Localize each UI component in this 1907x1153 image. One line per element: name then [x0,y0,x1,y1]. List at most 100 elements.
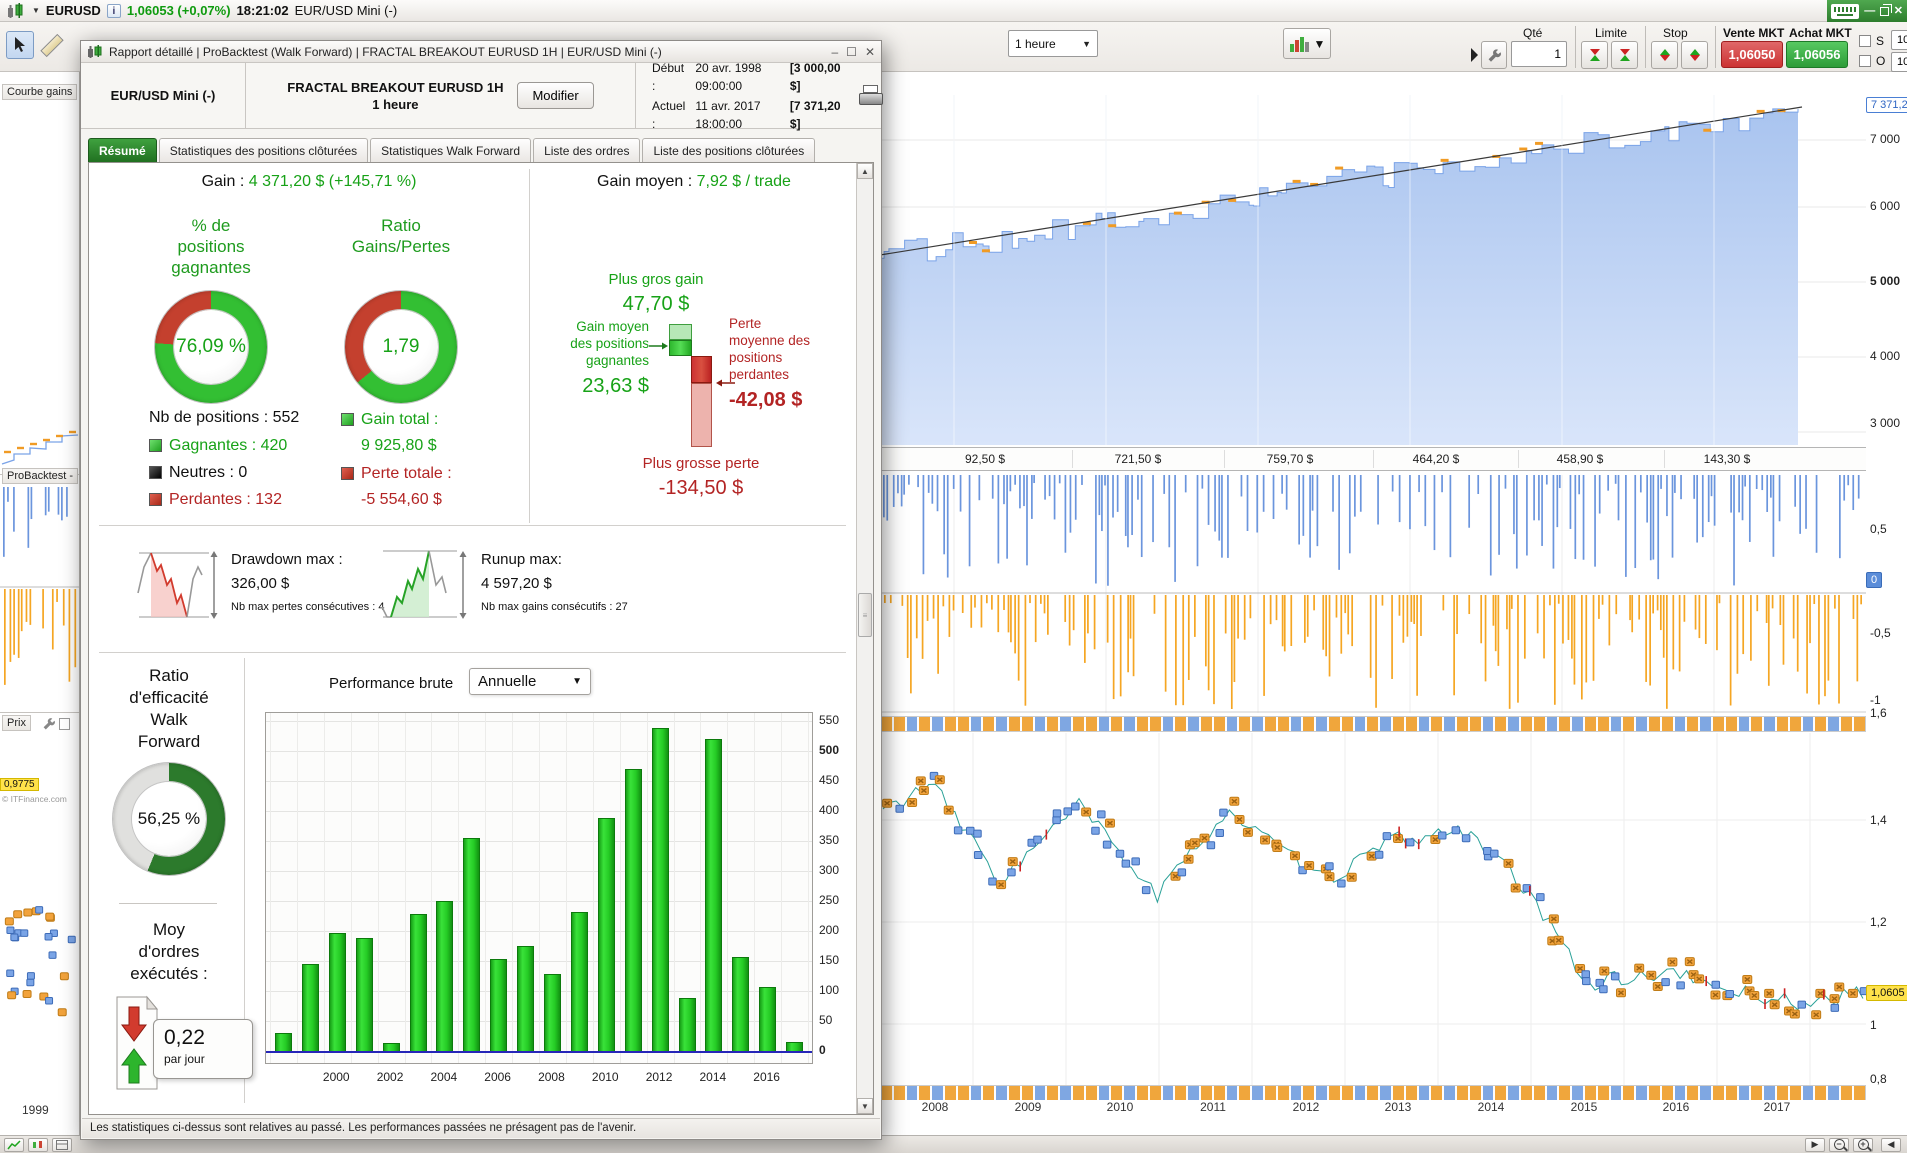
gridline [808,713,809,1063]
zoom-in-icon[interactable]: + [1853,1137,1873,1152]
equity-area-chart [880,95,1866,445]
wrench-icon [1488,48,1501,62]
left-panel-strip: Courbe gains ProBacktest - Prix 0,9775 ©… [0,72,80,1153]
legend-swatch [149,439,162,452]
gain-value: 4 371,20 $ (+145,71 %) [248,173,417,190]
divider [1071,450,1073,468]
scroll-down-button[interactable]: ▼ [857,1098,873,1114]
tab-0[interactable]: Résumé [88,138,157,163]
gridline [431,713,433,1063]
info-icon[interactable]: i [106,3,121,18]
limit-sell-order-button[interactable] [1611,41,1638,69]
tab-2[interactable]: Statistiques Walk Forward [370,138,532,163]
scroll-up-button[interactable]: ▲ [857,163,873,179]
play-icon[interactable]: ▶ [1805,1137,1825,1152]
chart-type-button[interactable]: ▼ [1283,28,1331,59]
gain-moyen-value: 7,92 $ / trade [696,173,791,190]
dialog-close-button[interactable]: ✕ [864,44,875,59]
legend-item-1: Neutres : 0 [149,464,247,482]
ruler-tool-button[interactable] [38,31,66,59]
gridline [270,713,271,1063]
gridline [377,713,379,1063]
gridline [512,713,514,1063]
gridline [646,713,648,1063]
zero-baseline [266,1051,812,1053]
price-panel-label[interactable]: Prix [2,715,31,731]
stop-checkbox[interactable] [1859,35,1871,47]
modify-button[interactable]: Modifier [517,82,594,109]
wrench-icon[interactable] [42,717,56,731]
tab-3[interactable]: Liste des ordres [533,138,641,163]
gridline [296,713,298,1063]
equity-panel-label[interactable]: Courbe gains [2,84,78,100]
objective-distance-input[interactable] [1891,52,1907,72]
walk-forward-value: 56,25 % [137,809,201,828]
gain-loss-ratio-donut: 1,79 [345,291,457,403]
objective-checkbox[interactable] [1859,55,1871,67]
avg-loss-value: -42,08 $ [729,389,803,411]
red-down-arrow-icon [1689,55,1700,61]
quote-value: 1,06053 (+0,07%) [126,3,231,18]
page-icon[interactable] [59,718,70,730]
keyboard-icon[interactable] [1831,3,1860,19]
order-settings-button[interactable] [1481,41,1507,69]
perf-period-select[interactable]: Annuelle ▼ [469,668,591,695]
dialog-titlebar[interactable]: Rapport détaillé | ProBacktest (Walk For… [81,41,881,63]
collapse-left-icon[interactable]: ◀ [1881,1137,1901,1152]
timeframe-select[interactable]: 1 heure ▼ [1008,30,1098,57]
perf-bar-2016 [759,986,777,1051]
divider [99,525,846,526]
candles-icon[interactable] [28,1137,48,1152]
buy-market-button[interactable]: 1,06056 [1786,41,1848,68]
tab-4[interactable]: Liste des positions clôturées [642,138,816,163]
gain-curve-icon[interactable] [4,1137,24,1152]
gridline [592,713,594,1063]
perf-bar-2001 [355,938,373,1051]
price-chart-with-orders [880,733,1866,1085]
limit-buy-order-button[interactable] [1581,41,1608,69]
expand-arrow-icon[interactable] [1469,46,1479,64]
perf-bar-2000 [328,932,346,1051]
period-value-5: 143,30 $ [1703,452,1751,466]
gridline [673,713,675,1063]
dialog-minimize-button[interactable]: – [831,44,839,59]
perf-xtick-2016: 2016 [753,1070,780,1084]
actuel-label: Actuel : [652,98,686,131]
qty-input[interactable] [1511,41,1567,67]
perf-ytick-300: 300 [819,863,840,877]
print-icon[interactable] [859,84,884,107]
dialog-maximize-button[interactable]: ☐ [846,44,857,59]
close-button[interactable]: ✕ [1893,5,1903,17]
stop-sell-order-button[interactable] [1681,41,1708,69]
divider [1373,450,1374,468]
symbol-dropdown-caret[interactable]: ▼ [32,6,40,15]
perf-ytick-450: 450 [819,773,840,787]
dialog-tabs: Résumé Statistiques des positions clôturé… [88,137,874,163]
oscillator-zero-tag: 0 [1866,572,1883,588]
equity-tick-0: 7 000 [1870,132,1901,146]
orders-per-day-box: 0,22 par jour [153,1019,253,1079]
tab-1[interactable]: Statistiques des positions clôturées [158,138,369,163]
dialog-scrollbar[interactable]: ▲ ≡ ▼ [856,163,873,1114]
report-summary-content: Gain : 4 371,20 $ (+145,71 %) Gain moyen… [89,163,860,1114]
stop-distance-input[interactable] [1891,30,1907,50]
perf-xtick-2004: 2004 [430,1070,458,1084]
minimize-button[interactable]: — [1864,5,1876,17]
probacktest-panel-label[interactable]: ProBacktest - [2,468,78,484]
walk-forward-title: Ratio d'efficacité Walk Forward [129,666,209,751]
layout-icon[interactable] [52,1137,72,1152]
s-checkbox-label: S [1876,34,1885,48]
zoom-out-icon[interactable]: − [1829,1137,1849,1152]
scrollbar-thumb[interactable]: ≡ [858,593,872,637]
gridline [754,713,756,1063]
clock: 18:21:02 [236,3,289,18]
restore-button[interactable] [1880,3,1892,16]
o-checkbox-label: O [1876,54,1886,68]
orders-per-day-value: 0,22 [164,1026,205,1049]
stop-buy-order-button[interactable] [1651,41,1678,69]
cursor-tool-button[interactable] [6,31,34,59]
sell-market-button[interactable]: 1,06050 [1721,41,1783,68]
equity-tick-4: 3 000 [1870,416,1901,430]
chevron-down-icon: ▼ [572,676,582,687]
